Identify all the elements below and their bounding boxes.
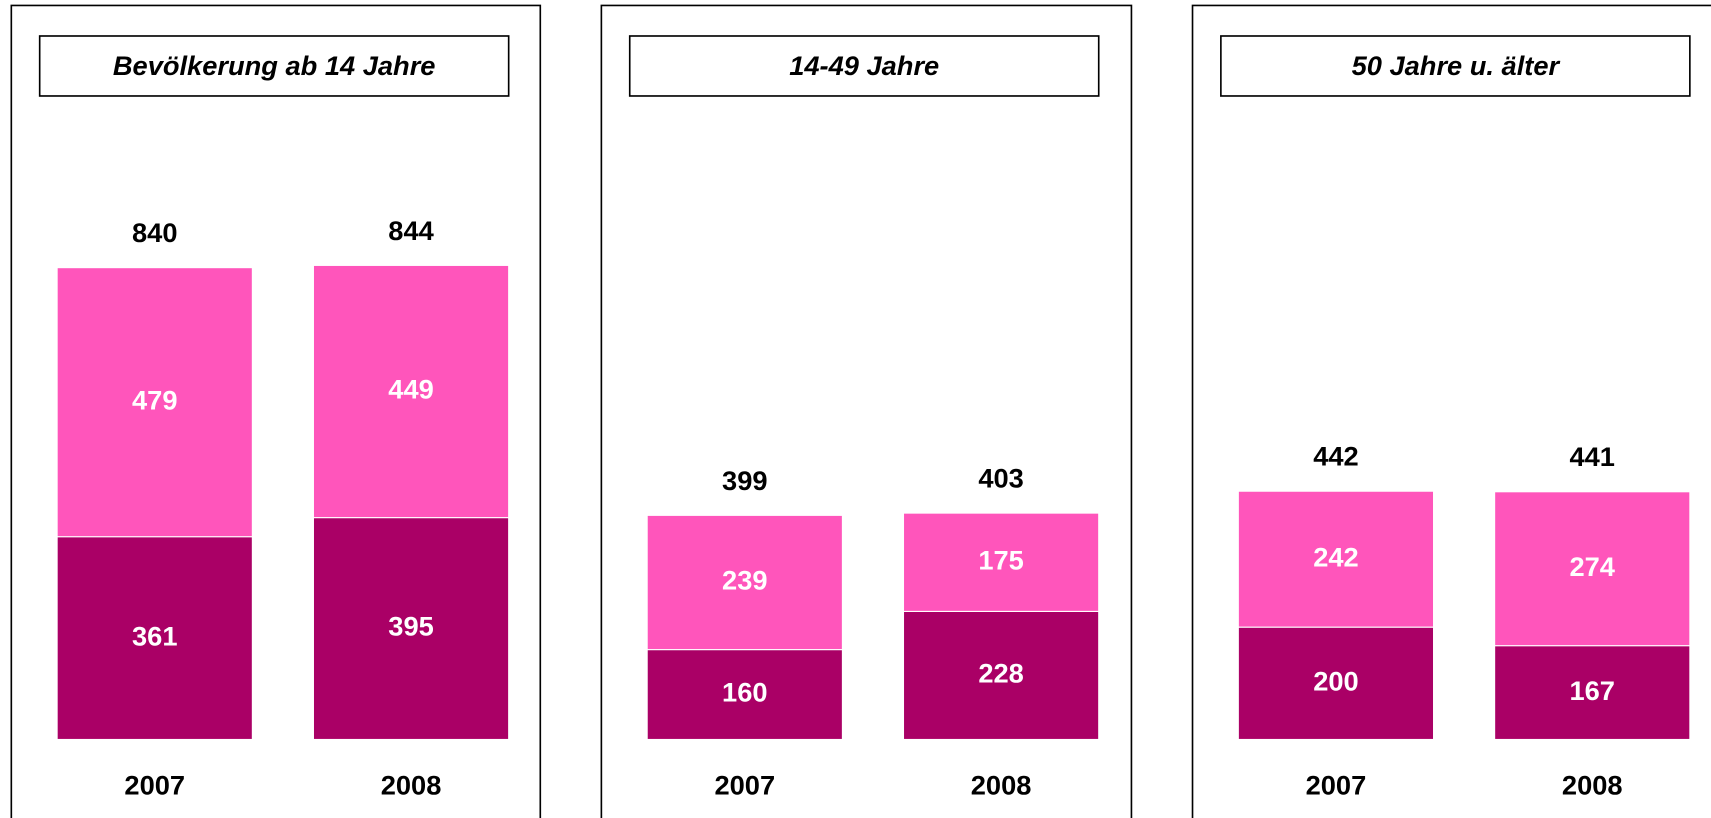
chart-title: 50 Jahre u. älter — [1352, 50, 1561, 81]
value-label: 361 — [132, 620, 177, 651]
value-label: 449 — [388, 374, 433, 405]
bar-segment — [1494, 645, 1691, 741]
bar-segment — [1494, 491, 1691, 647]
value-label: 160 — [722, 677, 767, 708]
total-label: 840 — [132, 217, 177, 248]
value-label: 167 — [1570, 675, 1615, 706]
panel — [600, 4, 1133, 818]
x-tick-label: 2008 — [381, 770, 442, 801]
value-label: 274 — [1570, 551, 1616, 582]
total-label: 399 — [722, 465, 767, 496]
title-box — [1220, 35, 1691, 97]
total-label: 441 — [1570, 441, 1615, 472]
bar-segment — [646, 514, 843, 651]
bar-segment — [902, 610, 1100, 741]
x-tick-label: 2007 — [714, 770, 775, 801]
total-label: 442 — [1313, 441, 1358, 472]
value-label: 395 — [388, 611, 433, 642]
panel — [10, 4, 542, 818]
value-label: 239 — [722, 565, 767, 596]
value-label: 242 — [1313, 541, 1358, 572]
bar-segment — [1237, 490, 1435, 628]
total-label: 403 — [978, 463, 1023, 494]
value-label: 479 — [132, 384, 177, 415]
x-tick-label: 2008 — [971, 770, 1032, 801]
bar-segment — [312, 517, 510, 741]
x-tick-label: 2008 — [1562, 770, 1623, 801]
x-tick-label: 2007 — [124, 770, 185, 801]
x-tick-label: 2007 — [1306, 770, 1367, 801]
value-label: 200 — [1313, 666, 1358, 697]
value-label: 175 — [978, 544, 1023, 575]
chart-title: 14-49 Jahre — [789, 50, 939, 81]
chart-title: Bevölkerung ab 14 Jahre — [113, 50, 436, 81]
bar-segment — [1237, 626, 1435, 741]
panel — [1191, 4, 1711, 818]
total-label: 844 — [388, 215, 434, 246]
bar-segment — [646, 649, 843, 741]
bar-segment — [56, 536, 253, 741]
value-label: 228 — [978, 658, 1023, 689]
title-box — [628, 35, 1100, 97]
bar-segment — [56, 267, 253, 538]
bar-segment — [312, 264, 510, 519]
title-box — [38, 35, 510, 97]
bar-segment — [902, 512, 1100, 612]
